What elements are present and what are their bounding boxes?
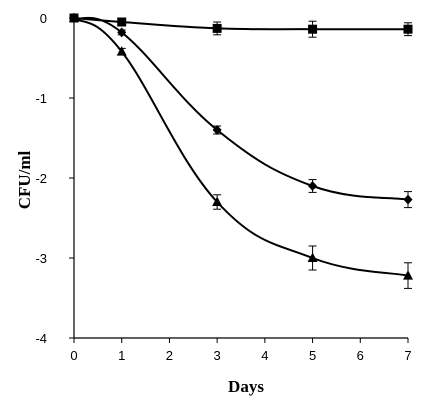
point-triangle — [69, 12, 79, 22]
y-tick-label: -4 — [35, 331, 47, 346]
x-tick-label: 2 — [166, 348, 173, 363]
x-tick-label: 1 — [118, 348, 125, 363]
x-tick-label: 4 — [261, 348, 268, 363]
y-tick-label: 0 — [40, 11, 47, 26]
point-triangle — [307, 252, 318, 262]
point-diamond — [308, 181, 318, 191]
point-square — [212, 23, 222, 33]
point-square — [117, 17, 127, 27]
point-diamond — [117, 27, 127, 38]
plot-area — [73, 18, 408, 339]
x-ticks: 0 1 2 3 4 5 6 7 — [70, 338, 412, 363]
y-tick-label: -2 — [35, 171, 47, 186]
x-tick-label: 0 — [70, 348, 77, 363]
y-ticks: 0 -1 -2 -3 -4 — [35, 11, 74, 346]
point-triangle — [403, 270, 413, 280]
x-tick-label: 6 — [357, 348, 364, 363]
point-triangle — [116, 46, 127, 56]
y-tick-label: -3 — [35, 251, 47, 266]
series-triangle — [69, 12, 413, 289]
series-layer — [69, 12, 413, 289]
y-tick-label: -1 — [35, 91, 47, 106]
x-tick-label: 5 — [309, 348, 316, 363]
point-square — [403, 24, 413, 34]
series-line — [73, 16, 409, 201]
x-axis-title: Days — [228, 377, 264, 396]
point-triangle — [212, 196, 223, 206]
point-square — [308, 24, 318, 34]
x-tick-label: 7 — [404, 348, 411, 363]
point-diamond — [403, 194, 413, 205]
series-line — [73, 17, 409, 277]
series-diamond — [69, 13, 413, 209]
point-diamond — [212, 125, 222, 135]
x-tick-label: 3 — [214, 348, 221, 363]
y-axis-title: CFU/ml — [15, 150, 34, 209]
